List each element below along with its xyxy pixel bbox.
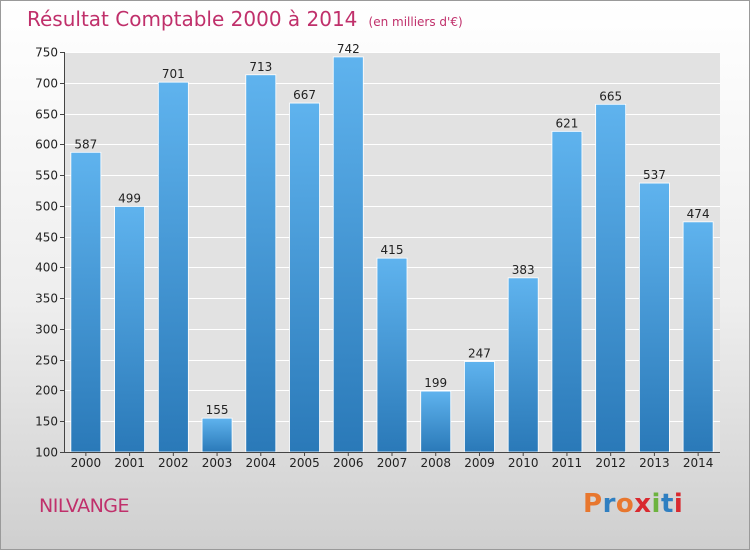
bar [682, 221, 714, 453]
bar [289, 102, 320, 453]
bar [376, 257, 408, 453]
bar [551, 130, 583, 453]
y-tick-label: 100 [35, 446, 58, 460]
x-tick-label: 2014 [683, 456, 714, 470]
bar-value-label: 621 [555, 116, 578, 130]
proxiti-logo: Proxiti [583, 489, 683, 519]
bar-value-label: 667 [293, 88, 316, 102]
y-tick-label: 700 [35, 77, 58, 91]
y-tick-label: 600 [35, 138, 58, 152]
bar-value-label: 499 [118, 191, 141, 205]
bar [332, 56, 364, 453]
x-tick-label: 2000 [71, 456, 102, 470]
bar [157, 81, 189, 453]
y-tick-label: 500 [35, 200, 58, 214]
bar [70, 151, 102, 453]
logo-letter: P [583, 489, 603, 519]
bar-value-label: 415 [381, 243, 404, 257]
logo-letter: i [651, 489, 661, 519]
bar-value-label: 701 [162, 67, 185, 81]
logo-letter: r [602, 489, 616, 519]
bar [420, 390, 452, 453]
y-tick-label: 450 [35, 231, 58, 245]
y-tick-label: 350 [35, 292, 58, 306]
logo-letter: i [673, 489, 684, 519]
x-tick-label: 2005 [289, 456, 320, 470]
x-tick-label: 2004 [246, 456, 277, 470]
bar-value-label: 474 [687, 207, 710, 221]
bar [595, 103, 627, 453]
y-tick-label: 750 [35, 46, 58, 60]
bar [639, 182, 670, 453]
bar-value-label: 665 [599, 89, 622, 103]
logo-letter: o [615, 489, 635, 519]
bar-value-label: 383 [512, 263, 535, 277]
chart-title-unit: (en milliers d'€) [368, 15, 463, 29]
x-tick-label: 2003 [202, 456, 233, 470]
x-tick-label: 2001 [114, 456, 145, 470]
y-tick-label: 200 [35, 384, 58, 398]
x-tick-label: 2006 [333, 456, 364, 470]
y-tick-label: 400 [35, 261, 58, 275]
chart-title: Résultat Comptable 2000 à 2014 (en milli… [27, 7, 463, 31]
bar [464, 361, 495, 453]
y-tick-label: 300 [35, 323, 58, 337]
bar [114, 206, 145, 453]
bar [245, 74, 277, 453]
x-tick-label: 2007 [377, 456, 408, 470]
logo-letter: x [634, 489, 652, 519]
x-tick-label: 2008 [420, 456, 451, 470]
x-tick-label: 2012 [595, 456, 626, 470]
x-tick-label: 2011 [552, 456, 583, 470]
bar-value-label: 155 [206, 403, 229, 417]
bar-value-label: 247 [468, 347, 491, 361]
y-tick-label: 650 [35, 108, 58, 122]
x-tick-label: 2013 [639, 456, 670, 470]
y-tick-label: 550 [35, 169, 58, 183]
bar-value-label: 537 [643, 168, 666, 182]
y-tick-label: 250 [35, 354, 58, 368]
logo-letter: t [660, 489, 674, 519]
bar [507, 277, 539, 453]
x-tick-label: 2009 [464, 456, 495, 470]
bar-value-label: 742 [337, 42, 360, 56]
y-tick-label: 150 [35, 415, 58, 429]
bar-value-label: 713 [249, 60, 272, 74]
commune-name: NILVANGE [39, 495, 130, 517]
x-tick-label: 2002 [158, 456, 189, 470]
bar-value-label: 587 [74, 137, 97, 151]
x-tick-label: 2010 [508, 456, 539, 470]
bar [201, 417, 233, 453]
chart-title-main: Résultat Comptable 2000 à 2014 [27, 7, 358, 31]
bar-value-label: 199 [424, 376, 447, 390]
